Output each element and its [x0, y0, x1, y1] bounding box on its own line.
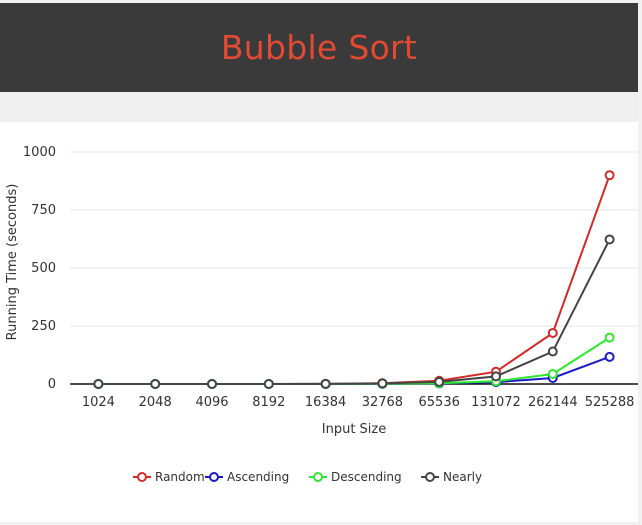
legend-swatch-marker	[425, 472, 435, 482]
x-axis-title: Input Size	[322, 422, 386, 437]
page-header: Bubble Sort	[0, 3, 638, 92]
legend-swatch-marker	[313, 472, 323, 482]
data-point	[93, 379, 104, 389]
legend-label: Nearly	[443, 470, 482, 484]
y-tick-labels: 0 250 500 750 1000	[23, 145, 56, 392]
y-axis-title: Running Time (seconds)	[5, 184, 20, 341]
x-tick-label: 65536	[419, 395, 460, 410]
data-point	[263, 378, 274, 389]
legend: Random Ascending Descending Nearly	[133, 470, 482, 484]
data-point	[604, 351, 615, 362]
legend-swatch-marker	[209, 472, 219, 482]
y-tick-label: 1000	[23, 145, 56, 160]
y-tick-label: 500	[31, 261, 56, 276]
series-line	[98, 239, 611, 385]
chart-card: 0 250 500 750 1000 1024 2048 4096 8192 16384 3276…	[0, 122, 638, 522]
data-point	[434, 376, 445, 387]
data-point	[547, 327, 558, 338]
x-tick-label: 4096	[195, 395, 228, 410]
data-point	[604, 332, 615, 343]
x-tick-label: 2048	[139, 395, 172, 410]
legend-label: Descending	[331, 470, 402, 484]
legend-label: Ascending	[227, 470, 289, 484]
series-lines	[98, 174, 611, 385]
data-point	[604, 170, 615, 181]
data-point	[320, 378, 331, 389]
data-point	[207, 379, 217, 389]
x-tick-label: 1024	[82, 395, 115, 410]
data-point	[491, 371, 501, 382]
data-point	[150, 379, 161, 389]
page-title: Bubble Sort	[220, 28, 418, 67]
y-tick-label: 250	[31, 319, 56, 334]
x-tick-labels: 1024 2048 4096 8192 16384 32768 65536 131072 262…	[82, 395, 635, 410]
legend-label: Random	[155, 470, 205, 484]
data-point	[547, 346, 558, 357]
x-tick-label: 16384	[305, 395, 346, 410]
spacer-band	[0, 92, 638, 122]
legend-swatch-marker	[137, 472, 147, 482]
line-chart: 0 250 500 750 1000 1024 2048 4096 8192 16384 3276…	[5, 145, 638, 484]
x-tick-label: 32768	[362, 395, 403, 410]
series-line	[98, 174, 611, 385]
data-point	[604, 234, 615, 245]
y-tick-label: 0	[48, 377, 56, 392]
data-point	[547, 369, 558, 380]
x-tick-label: 131072	[471, 395, 521, 410]
y-tick-label: 750	[31, 203, 56, 218]
data-point	[377, 378, 388, 389]
x-tick-label: 8192	[252, 395, 285, 410]
x-tick-label: 525288	[585, 395, 635, 410]
x-tick-label: 262144	[528, 395, 578, 410]
series-points	[93, 170, 615, 389]
